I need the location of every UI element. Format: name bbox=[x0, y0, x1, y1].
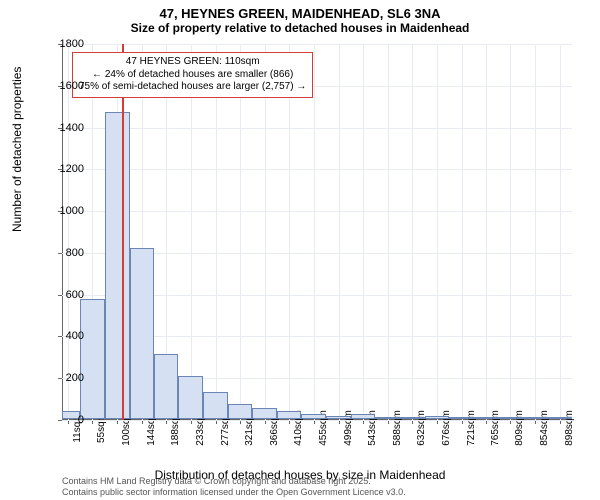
ytick-label: 1400 bbox=[44, 122, 84, 134]
gridline-v bbox=[68, 44, 69, 420]
annotation-box: 47 HEYNES GREEN: 110sqm← 24% of detached… bbox=[72, 52, 313, 98]
gridline-v bbox=[240, 44, 241, 420]
gridline-h bbox=[62, 211, 572, 212]
chart-area: 11sqm55sqm100sqm144sqm188sqm233sqm277sqm… bbox=[62, 44, 572, 420]
gridline-v bbox=[486, 44, 487, 420]
gridline-v bbox=[289, 44, 290, 420]
histogram-bar bbox=[154, 354, 178, 419]
gridline-v bbox=[314, 44, 315, 420]
title-line2: Size of property relative to detached ho… bbox=[0, 21, 600, 35]
ytick-label: 400 bbox=[44, 330, 84, 342]
caption-line1: Contains HM Land Registry data © Crown c… bbox=[62, 476, 406, 487]
plot-region: 11sqm55sqm100sqm144sqm188sqm233sqm277sqm… bbox=[62, 44, 572, 420]
gridline-v bbox=[363, 44, 364, 420]
annotation-line3: 75% of semi-detached houses are larger (… bbox=[79, 81, 306, 94]
xtick-label: 854sqm bbox=[539, 410, 550, 446]
histogram-bar bbox=[80, 299, 104, 419]
histogram-bar bbox=[277, 411, 301, 419]
histogram-bar bbox=[301, 414, 326, 419]
histogram-bar bbox=[425, 416, 449, 419]
gridline-v bbox=[510, 44, 511, 420]
ytick-label: 600 bbox=[44, 289, 84, 301]
histogram-bar bbox=[400, 417, 424, 419]
title-line1: 47, HEYNES GREEN, MAIDENHEAD, SL6 3NA bbox=[0, 6, 600, 21]
gridline-v bbox=[216, 44, 217, 420]
histogram-bar bbox=[130, 248, 154, 419]
gridline-h bbox=[62, 420, 572, 421]
xtick-label: 765sqm bbox=[490, 410, 501, 446]
histogram-bar bbox=[548, 417, 572, 419]
xtick-label: 809sqm bbox=[514, 410, 525, 446]
gridline-v bbox=[388, 44, 389, 420]
histogram-bar bbox=[105, 112, 130, 419]
xtick-label: 898sqm bbox=[564, 410, 575, 446]
gridline-h bbox=[62, 128, 572, 129]
xtick-label: 588sqm bbox=[392, 410, 403, 446]
ytick-label: 0 bbox=[44, 414, 84, 426]
gridline-v bbox=[462, 44, 463, 420]
gridline-v bbox=[191, 44, 192, 420]
gridline-v bbox=[265, 44, 266, 420]
histogram-bar bbox=[203, 392, 227, 419]
caption-line2: Contains public sector information licen… bbox=[62, 487, 406, 498]
histogram-bar bbox=[449, 417, 474, 419]
ytick-label: 1800 bbox=[44, 38, 84, 50]
gridline-v bbox=[437, 44, 438, 420]
histogram-bar bbox=[351, 414, 375, 419]
gridline-v bbox=[412, 44, 413, 420]
histogram-bar bbox=[498, 417, 522, 419]
xtick-label: 721sqm bbox=[466, 410, 477, 446]
ytick-label: 800 bbox=[44, 247, 84, 259]
gridline-v bbox=[560, 44, 561, 420]
gridline-v bbox=[535, 44, 536, 420]
histogram-bar bbox=[474, 417, 498, 419]
histogram-bar bbox=[523, 417, 548, 419]
caption: Contains HM Land Registry data © Crown c… bbox=[62, 476, 406, 498]
chart-container: 47, HEYNES GREEN, MAIDENHEAD, SL6 3NA Si… bbox=[0, 0, 600, 500]
histogram-bar bbox=[252, 408, 277, 419]
gridline-v bbox=[339, 44, 340, 420]
ytick-label: 1600 bbox=[44, 80, 84, 92]
ytick-label: 200 bbox=[44, 372, 84, 384]
annotation-line2: ← 24% of detached houses are smaller (86… bbox=[79, 69, 306, 82]
y-axis-label: Number of detached properties bbox=[10, 67, 24, 232]
histogram-bar bbox=[178, 376, 203, 419]
histogram-bar bbox=[375, 417, 400, 419]
histogram-bar bbox=[326, 416, 350, 419]
ytick-label: 1000 bbox=[44, 205, 84, 217]
marker-line bbox=[122, 44, 124, 420]
title-block: 47, HEYNES GREEN, MAIDENHEAD, SL6 3NA Si… bbox=[0, 0, 600, 35]
gridline-h bbox=[62, 169, 572, 170]
gridline-h bbox=[62, 44, 572, 45]
ytick-label: 1200 bbox=[44, 163, 84, 175]
histogram-bar bbox=[228, 404, 252, 419]
annotation-line1: 47 HEYNES GREEN: 110sqm bbox=[79, 56, 306, 69]
y-axis-line bbox=[62, 44, 63, 420]
